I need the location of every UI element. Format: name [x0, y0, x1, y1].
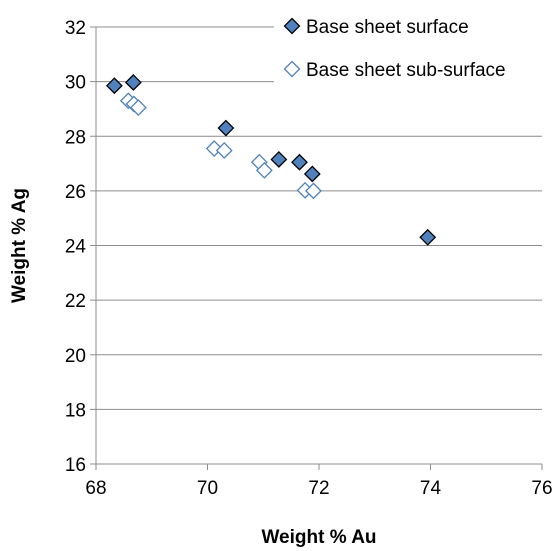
x-tick-label: 70: [197, 478, 218, 499]
legend-marker-surface: [283, 17, 301, 35]
surface-point: [105, 77, 123, 95]
surface-point: [270, 151, 288, 168]
y-tick-label: 24: [65, 237, 87, 258]
legend-marker-subsurface: [283, 60, 301, 78]
subsurface-point: [255, 161, 273, 179]
legend-label-subsurface: Base sheet sub-surface: [306, 60, 506, 81]
y-tick-label: 20: [65, 346, 86, 367]
y-tick-label: 22: [65, 291, 86, 312]
x-axis-title: Weight % Au: [261, 527, 376, 548]
data-points: [105, 74, 437, 246]
axes: [90, 26, 543, 470]
legend-background: [274, 8, 544, 90]
surface-point: [217, 119, 235, 137]
surface-point: [291, 153, 308, 171]
y-tick-label: 30: [65, 73, 86, 94]
y-tick-label: 32: [65, 18, 86, 39]
x-tick-label: 76: [531, 478, 552, 499]
y-tick-label: 28: [65, 127, 86, 148]
surface-point: [303, 165, 321, 183]
tick-labels: 16 18 20 22 24 26 28 30 32 68 70 72 74 76: [65, 18, 553, 499]
subsurface-point: [215, 142, 233, 159]
x-tick-label: 68: [85, 478, 106, 499]
x-tick-label: 72: [308, 478, 329, 499]
subsurface-point: [305, 182, 322, 200]
y-tick-label: 16: [65, 455, 86, 476]
legend-label-surface: Base sheet surface: [306, 17, 469, 38]
subsurface-point: [129, 99, 147, 116]
surface-point: [419, 228, 437, 246]
y-tick-label: 18: [65, 400, 86, 421]
y-tick-label: 26: [65, 182, 86, 203]
legend: Base sheet surface Base sheet sub-surface: [274, 8, 544, 90]
y-axis-title: Weight % Ag: [9, 188, 30, 303]
surface-point: [124, 74, 142, 91]
x-tick-label: 74: [420, 478, 442, 499]
